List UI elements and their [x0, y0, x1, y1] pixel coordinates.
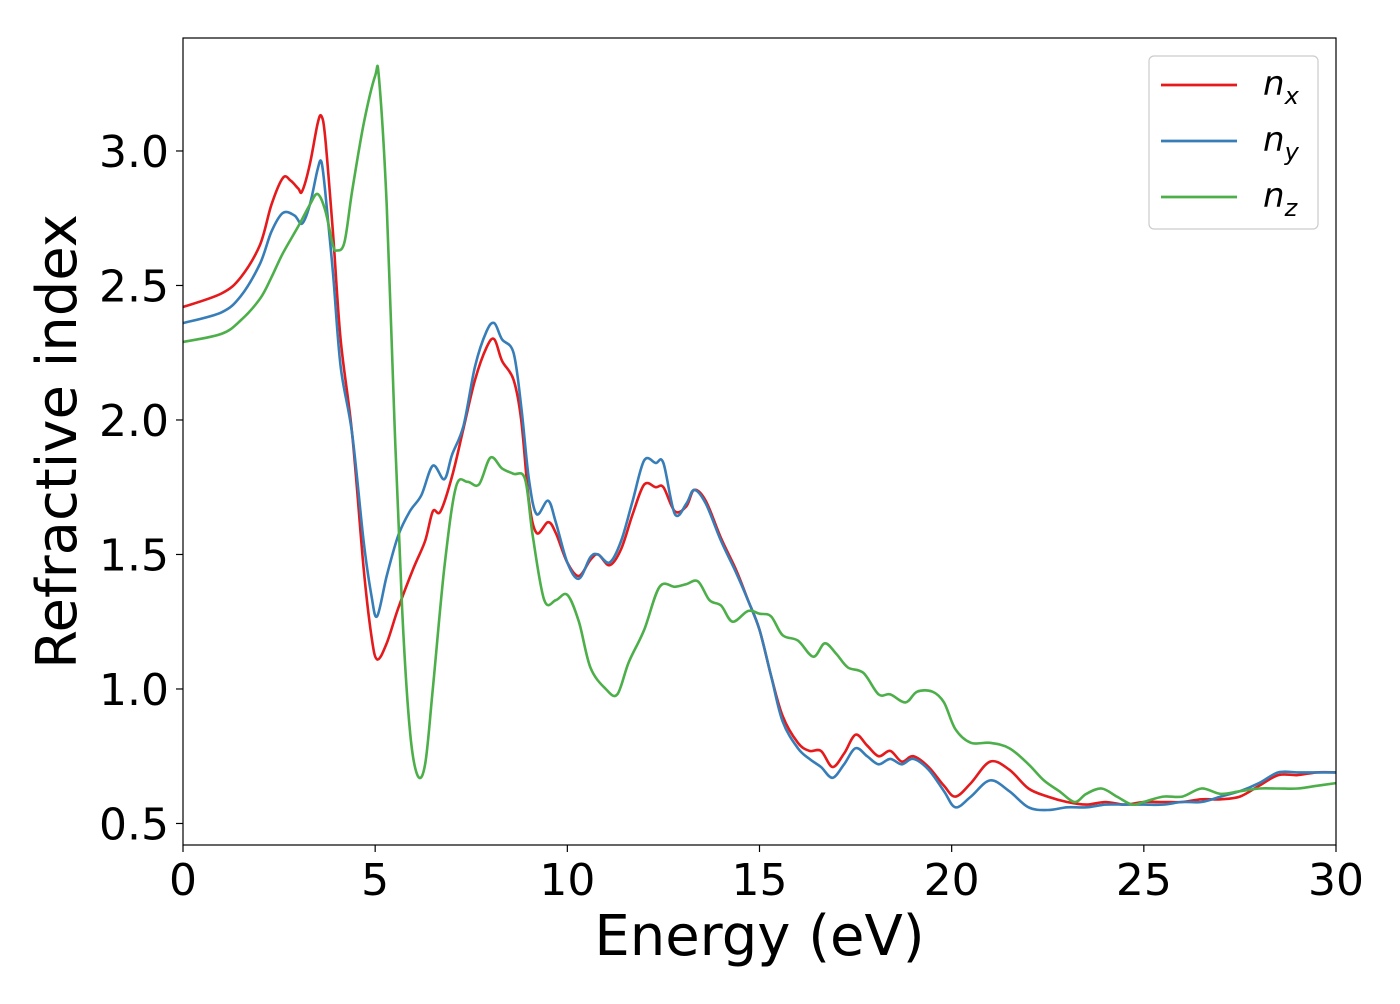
x-axis-title: Energy (eV) — [594, 904, 924, 969]
x-tick-label: 10 — [539, 855, 595, 906]
x-tick-label: 25 — [1116, 855, 1172, 906]
y-tick-label: 1.0 — [99, 665, 169, 716]
series-line-n-x — [183, 113, 1336, 806]
x-ticks: 0 5 10 15 20 25 30 — [169, 845, 1364, 906]
x-tick-label: 5 — [361, 855, 389, 906]
x-tick-label: 0 — [169, 855, 197, 906]
legend-box — [1148, 55, 1319, 230]
x-tick-label: 15 — [732, 855, 788, 906]
y-ticks: 0.5 1.0 1.5 2.0 2.5 3.0 — [99, 127, 183, 850]
x-tick-label: 20 — [924, 855, 980, 906]
series-line-n-y — [183, 159, 1336, 812]
y-tick-label: 3.0 — [99, 127, 169, 178]
y-tick-label: 2.5 — [99, 261, 169, 312]
y-tick-label: 2.0 — [99, 396, 169, 447]
series-line-n-z — [183, 64, 1336, 807]
y-tick-label: 1.5 — [99, 530, 169, 581]
y-tick-label: 0.5 — [99, 799, 169, 850]
x-tick-label: 30 — [1308, 855, 1364, 906]
series-layer — [183, 64, 1336, 812]
y-axis-title: Refractive index — [25, 214, 90, 669]
